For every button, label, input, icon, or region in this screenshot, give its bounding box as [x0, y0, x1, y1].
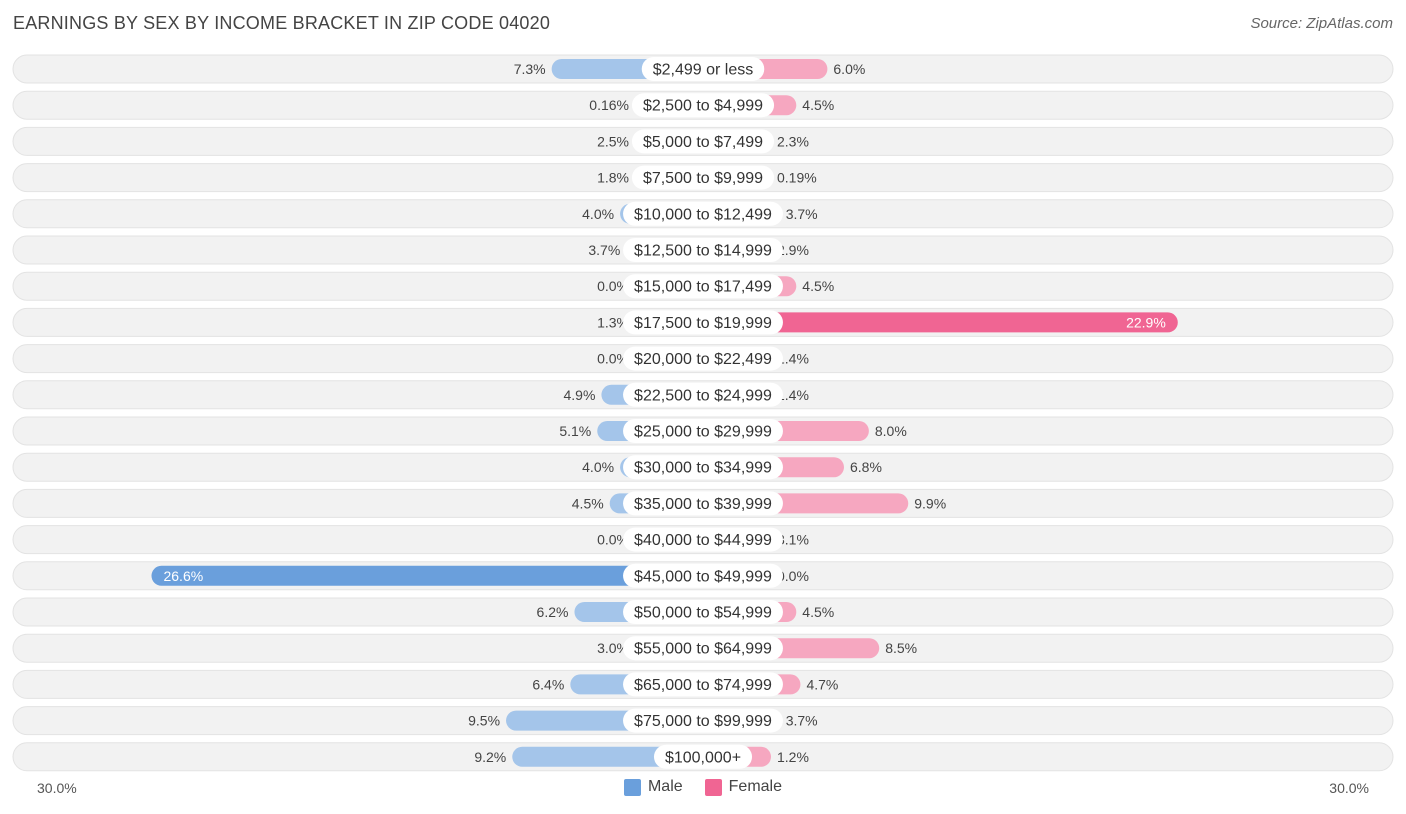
category-label: $17,500 to $19,999: [634, 315, 772, 332]
female-value-label: 4.7%: [806, 676, 838, 692]
male-value-label: 4.0%: [582, 206, 614, 222]
category-pill: [623, 672, 783, 697]
category-pill: [623, 563, 783, 588]
female-value-label: 6.0%: [833, 61, 865, 77]
category-pill: [623, 238, 783, 262]
category-pill: [623, 455, 783, 480]
chart-canvas: 7.3% 6.0% $2,499 or less 0.16% 4.5% $2,500 to…: [12, 54, 1394, 772]
female-value-label: 0.0%: [777, 568, 809, 584]
category-label: $100,000+: [665, 749, 741, 766]
legend-swatch-female: [704, 778, 722, 796]
category-label: $55,000 to $64,999: [634, 641, 772, 658]
female-value-label: 1.4%: [777, 351, 809, 367]
category-label: $10,000 to $12,499: [634, 206, 772, 223]
female-value-label: 1.4%: [777, 387, 809, 403]
legend-swatch-male: [623, 778, 641, 796]
category-pill: [623, 310, 783, 335]
category-pill: [631, 129, 775, 154]
male-value-label: 6.4%: [532, 676, 564, 692]
male-value-label: 4.0%: [582, 459, 614, 475]
axis-right-label: 30.0%: [1329, 780, 1369, 796]
female-value-label: 22.9%: [1126, 314, 1166, 330]
legend: Male Female: [0, 778, 1406, 796]
female-value-label: 8.0%: [875, 423, 907, 439]
category-pill: [631, 165, 775, 190]
chart-title: EARNINGS BY SEX BY INCOME BRACKET IN ZIP…: [13, 13, 551, 33]
legend-label-male: Male: [647, 778, 683, 795]
female-value-label: 0.19%: [777, 170, 817, 186]
category-label: $45,000 to $49,999: [634, 568, 772, 585]
female-value-label: 2.3%: [777, 133, 809, 149]
category-pill: [653, 744, 753, 769]
female-value-label: 8.5%: [885, 640, 917, 656]
female-value-label: 3.7%: [786, 713, 818, 729]
male-value-label: 26.6%: [163, 568, 203, 584]
category-pill: [623, 274, 783, 299]
female-value-label: 1.2%: [777, 749, 809, 765]
category-pill: [623, 419, 783, 443]
male-value-label: 0.16%: [589, 97, 629, 113]
male-value-label: 9.2%: [474, 749, 506, 765]
legend-label-female: Female: [728, 778, 783, 795]
category-label: $15,000 to $17,499: [634, 279, 772, 296]
legend-item-female[interactable]: Female: [704, 778, 783, 796]
female-value-label: 3.7%: [786, 206, 818, 222]
female-value-label: 4.5%: [802, 97, 834, 113]
category-pill: [623, 382, 783, 407]
category-label: $65,000 to $74,999: [634, 677, 772, 694]
category-label: $30,000 to $34,999: [634, 460, 772, 477]
category-pill: [623, 600, 783, 624]
male-value-label: 2.5%: [597, 133, 629, 149]
male-value-label: 1.8%: [597, 170, 629, 186]
male-bar: [151, 565, 703, 586]
male-value-label: 4.9%: [563, 387, 595, 403]
category-pill: [623, 346, 783, 371]
category-label: $2,499 or less: [653, 62, 754, 79]
category-pill: [631, 93, 775, 118]
male-value-label: 9.5%: [468, 713, 500, 729]
female-value-label: 6.8%: [850, 459, 882, 475]
category-pill: [623, 708, 783, 733]
category-pill: [623, 201, 783, 226]
legend-item-male[interactable]: Male: [623, 778, 683, 796]
category-pill: [623, 636, 783, 661]
category-label: $5,000 to $7,499: [643, 134, 763, 151]
male-value-label: 1.3%: [597, 314, 629, 330]
male-value-label: 3.7%: [588, 242, 620, 258]
source-label: Source: ZipAtlas.com: [1250, 15, 1393, 32]
category-label: $75,000 to $99,999: [634, 713, 772, 730]
category-pill: [641, 57, 765, 81]
category-label: $40,000 to $44,999: [634, 532, 772, 549]
category-label: $20,000 to $22,499: [634, 351, 772, 368]
female-bar: [703, 312, 1178, 333]
male-value-label: 5.1%: [559, 423, 591, 439]
male-value-label: 0.0%: [597, 532, 629, 548]
male-value-label: 0.0%: [597, 351, 629, 367]
female-value-label: 3.1%: [777, 532, 809, 548]
category-label: $12,500 to $14,999: [634, 243, 772, 260]
category-label: $7,500 to $9,999: [643, 170, 763, 187]
female-value-label: 4.5%: [802, 604, 834, 620]
female-value-label: 4.5%: [802, 278, 834, 294]
category-label: $50,000 to $54,999: [634, 605, 772, 622]
category-label: $22,500 to $24,999: [634, 387, 772, 404]
male-value-label: 0.0%: [597, 278, 629, 294]
male-value-label: 3.0%: [597, 640, 629, 656]
category-pill: [623, 527, 783, 552]
category-label: $35,000 to $39,999: [634, 496, 772, 513]
male-value-label: 7.3%: [514, 61, 546, 77]
male-value-label: 4.5%: [572, 495, 604, 511]
female-value-label: 9.9%: [914, 495, 946, 511]
male-value-label: 6.2%: [537, 604, 569, 620]
axis-left-label: 30.0%: [37, 780, 77, 796]
category-label: $2,500 to $4,999: [643, 98, 763, 115]
female-value-label: 2.9%: [777, 242, 809, 258]
category-label: $25,000 to $29,999: [634, 424, 772, 441]
category-pill: [623, 491, 783, 516]
